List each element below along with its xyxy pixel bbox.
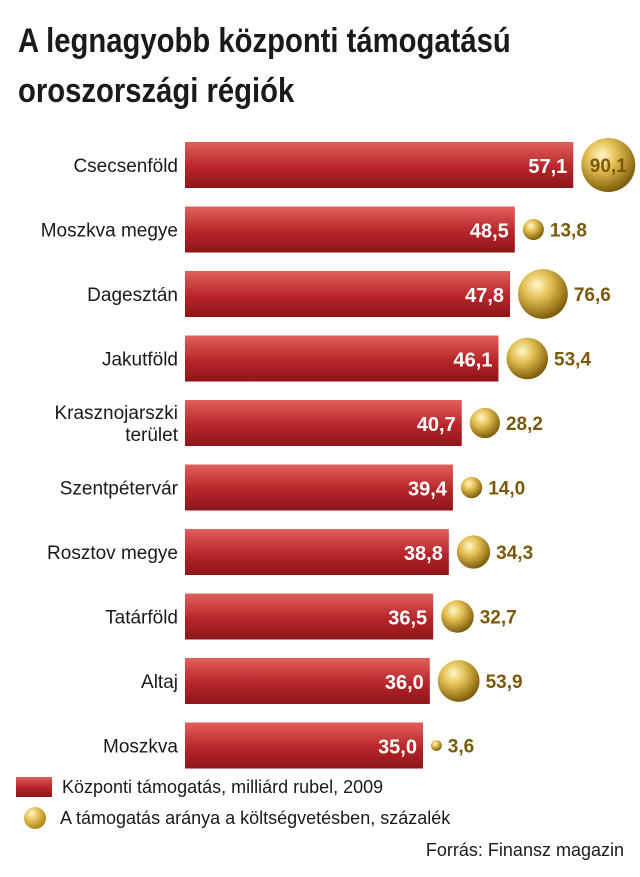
bar	[185, 335, 499, 382]
bubble	[506, 337, 549, 380]
category-label-line: Krasznojarszki	[54, 403, 178, 424]
legend-bubble-label: A támogatás aránya a költségvetésben, sz…	[60, 807, 451, 828]
bubble-value-label: 53,9	[486, 672, 523, 693]
chart-row: Tatárföld 36,5 32,7	[105, 593, 517, 640]
legend-item-bubbles: A támogatás aránya a költségvetésben, sz…	[16, 805, 450, 831]
category-label: Moszkva	[103, 737, 178, 758]
chart-rows: Csecsenföld 57,1 90,1 Moszkva megye 48,5 13,8…	[41, 138, 636, 769]
category-label-line: Moszkva	[103, 737, 178, 758]
category-label: Tatárföld	[105, 608, 178, 629]
category-label: Dagesztán	[87, 285, 178, 306]
bar-value-label: 40,7	[417, 414, 456, 436]
category-label-line: Altaj	[141, 672, 178, 693]
chart-row: Rosztov megye 38,8 34,3	[47, 529, 533, 575]
bar-value-label: 36,0	[385, 672, 424, 694]
bar-value-label: 39,4	[408, 479, 448, 501]
category-label: Szentpétervár	[60, 479, 179, 500]
chart-row: Jakutföld 46,1 53,4	[102, 335, 591, 382]
chart-row: Moszkva megye 48,5 13,8	[41, 206, 587, 253]
bar	[185, 400, 462, 446]
bar-value-label: 47,8	[465, 285, 504, 307]
chart-row: Szentpétervár 39,4 14,0	[60, 464, 525, 511]
bar-value-label: 35,0	[378, 737, 417, 759]
chart-row: Dagesztán 47,8 76,6	[87, 269, 611, 319]
chart-row: Krasznojarszki terület 40,7 28,2	[54, 400, 543, 446]
category-label-line: Dagesztán	[87, 285, 178, 306]
bar	[185, 271, 511, 317]
bubble-value-label: 14,0	[488, 479, 525, 500]
bubble-value-label: 34,3	[496, 543, 533, 564]
bubble-value-label: 32,7	[480, 608, 517, 629]
bubble-value-label: 3,6	[448, 737, 474, 758]
bar	[185, 722, 423, 769]
bar	[185, 658, 430, 704]
bar-value-label: 46,1	[454, 350, 493, 372]
bar	[185, 142, 574, 188]
source-note: Forrás: Finansz magazin	[425, 840, 624, 860]
category-label: Csecsenföld	[73, 156, 178, 177]
category-label: Krasznojarszki terület	[54, 403, 178, 446]
category-label: Altaj	[141, 672, 178, 693]
bubble	[431, 740, 442, 751]
category-label-line: Moszkva megye	[41, 221, 178, 242]
chart-title-line-1: A legnagyobb központi támogatású	[18, 22, 511, 60]
bubble	[469, 407, 500, 439]
legend-bar-label: Központi támogatás, milliárd rubel, 2009	[62, 776, 384, 797]
bar	[185, 593, 434, 640]
bubble-value-label: 13,8	[550, 221, 587, 242]
bubble	[441, 600, 474, 633]
bubble-value-label: 90,1	[590, 156, 627, 177]
legend-bubble-swatch	[24, 807, 46, 829]
chart-row: Altaj 36,0 53,9	[141, 658, 523, 704]
category-label-line: Tatárföld	[105, 608, 178, 629]
chart-row: Csecsenföld 57,1 90,1	[73, 138, 636, 192]
bar	[185, 464, 453, 511]
category-label-line: Szentpétervár	[60, 479, 179, 500]
category-label: Jakutföld	[102, 350, 178, 371]
chart-row: Moszkva 35,0 3,6	[103, 722, 474, 769]
chart-title-line-2: oroszországi régiók	[18, 72, 295, 110]
bubble-value-label: 53,4	[554, 350, 591, 371]
bubble	[518, 269, 568, 319]
bar-value-label: 38,8	[404, 543, 443, 565]
bubble	[456, 535, 491, 569]
bar-value-label: 36,5	[388, 608, 427, 630]
bubble	[460, 476, 483, 499]
category-label-line: terület	[125, 425, 179, 446]
bar	[185, 206, 515, 253]
category-label-line: Jakutföld	[102, 350, 178, 371]
bar-value-label: 48,5	[470, 221, 509, 243]
bubble-value-label: 28,2	[506, 414, 543, 435]
bubble-value-label: 76,6	[574, 285, 611, 306]
legend-bar-swatch	[16, 777, 52, 797]
chart-title: A legnagyobb központi támogatású oroszor…	[18, 16, 534, 116]
category-label: Moszkva megye	[41, 221, 178, 242]
bubble	[581, 138, 636, 192]
bar-value-label: 57,1	[528, 156, 567, 178]
category-label-line: Csecsenföld	[73, 156, 178, 177]
bar	[185, 529, 449, 575]
bubble	[437, 660, 480, 702]
category-label: Rosztov megye	[47, 543, 178, 564]
category-label-line: Rosztov megye	[47, 543, 178, 564]
legend-item-bars: Központi támogatás, milliárd rubel, 2009	[16, 774, 383, 800]
bubble	[522, 218, 544, 241]
